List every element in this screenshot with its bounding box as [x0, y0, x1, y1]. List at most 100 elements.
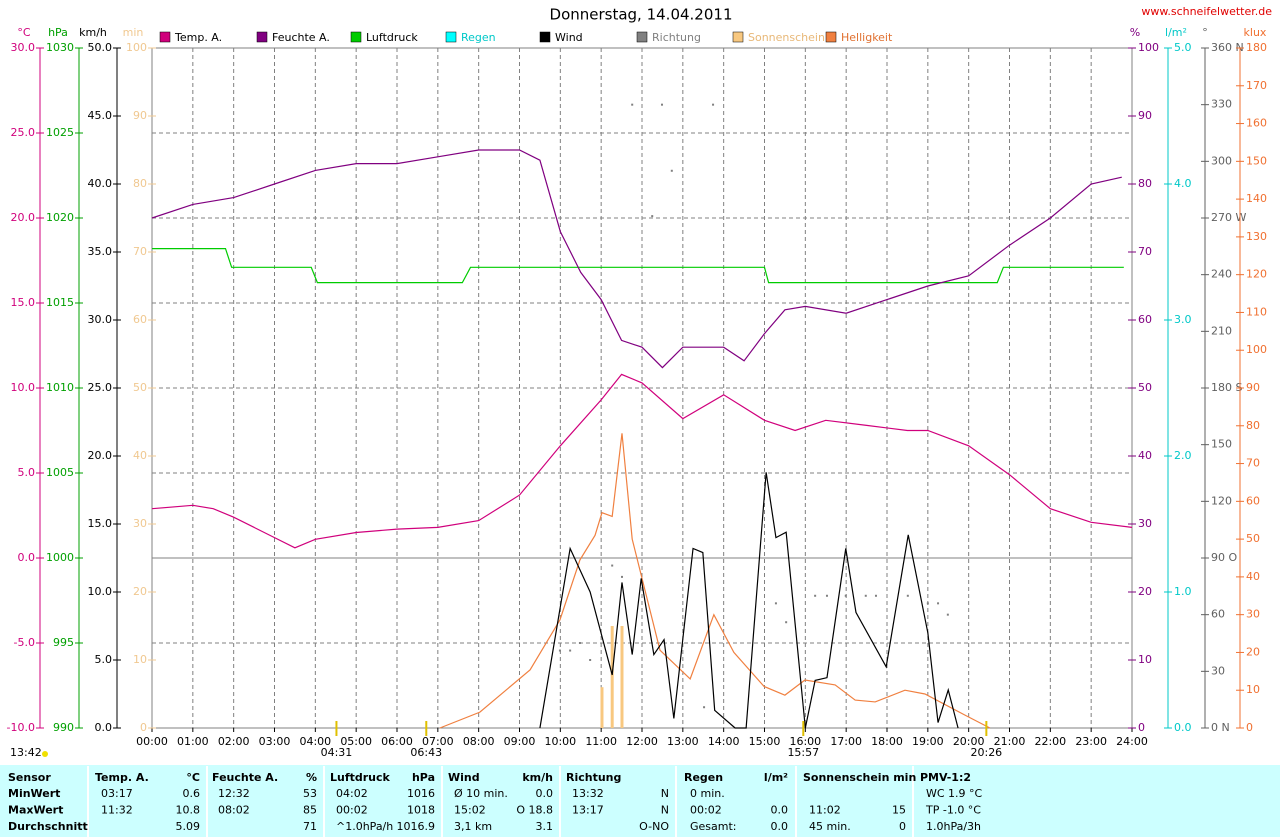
bar: [600, 687, 604, 728]
x-tick-label: 18:00: [871, 735, 903, 748]
event-label: 06:43: [410, 746, 442, 759]
axis-tick-label: 20: [133, 585, 147, 598]
table-cell: 15:02: [454, 804, 486, 817]
legend-label: Regen: [461, 31, 496, 44]
table-cell: 15: [892, 804, 906, 817]
axis-tick-label: 3.0: [1174, 313, 1192, 326]
series-line: [151, 373, 1133, 549]
legend-swatch: [256, 31, 268, 43]
event-label: 04:31: [321, 746, 353, 759]
axis-tick-label: 1025: [46, 126, 74, 139]
table-header: Feuchte A.: [212, 771, 278, 784]
table-cell: 0.6: [183, 787, 201, 800]
direction-dot: [611, 564, 614, 567]
table-cell: 3.1: [536, 820, 554, 833]
table-unit: hPa: [412, 771, 435, 784]
axis-tick-label: 15.0: [11, 296, 36, 309]
axis-tick-label: 90: [1138, 109, 1152, 122]
axis-tick-label: 90: [133, 109, 147, 122]
table-cell: O 18.8: [516, 804, 553, 817]
axis-tick-label: 270 W: [1211, 211, 1246, 224]
direction-dot: [844, 594, 847, 597]
axis-tick-label: 30.0: [11, 41, 36, 54]
table-cell: 13:32: [572, 787, 604, 800]
x-tick-label: 07:00: [422, 735, 454, 748]
axis-tick-label: 170: [1246, 79, 1267, 92]
axis-tick-label: 240: [1211, 268, 1232, 281]
direction-dot: [631, 103, 634, 106]
direction-dot: [712, 103, 715, 106]
x-tick-label: 17:00: [830, 735, 862, 748]
x-tick-label: 03:00: [259, 735, 291, 748]
axis-tick-label: 35.0: [88, 245, 113, 258]
axis-tick-label: 80: [1138, 177, 1152, 190]
axis-tick-label: 30: [1211, 664, 1225, 677]
axis-tick-label: 140: [1246, 192, 1267, 205]
table-header: Sensor: [8, 771, 51, 784]
axis-tick-label: 360 N: [1211, 41, 1244, 54]
axis-tick-label: 80: [133, 177, 147, 190]
legend-swatch: [539, 31, 551, 43]
axis-tick-label: 10: [1246, 683, 1260, 696]
x-tick-label: 09:00: [504, 735, 536, 748]
legend-swatch: [445, 31, 457, 43]
axis-tick-label: 80: [1246, 419, 1260, 432]
legend-label: Sonnenschein: [748, 31, 825, 44]
axis-tick-label: 20: [1246, 645, 1260, 658]
axis-tick-label: 60: [133, 313, 147, 326]
legend-swatch: [159, 31, 171, 43]
axis-unit: l/m²: [1165, 26, 1187, 39]
x-tick-label: 20:00: [953, 735, 985, 748]
axis-tick-label: 25.0: [88, 381, 113, 394]
table-cell: Gesamt:: [690, 820, 737, 833]
axis-tick-label: 10: [133, 653, 147, 666]
direction-dot: [946, 613, 949, 616]
table-cell: 1.0hPa/3h: [926, 820, 981, 833]
axis-tick-label: 5.0: [1174, 41, 1192, 54]
axis-tick-label: 0.0: [95, 721, 113, 734]
x-tick-label: 11:00: [585, 735, 617, 748]
table-header: Sonnenschein min: [803, 771, 916, 784]
axis-tick-label: 110: [1246, 305, 1267, 318]
direction-dot: [864, 594, 867, 597]
table-cell: 0.0: [771, 820, 789, 833]
axis-tick-label: 40.0: [88, 177, 113, 190]
direction-dot: [774, 602, 777, 605]
axis-tick-label: 1000: [46, 551, 74, 564]
legend-swatch: [732, 31, 744, 43]
table-cell: 0.0: [536, 787, 554, 800]
legend-label: Helligkeit: [841, 31, 893, 44]
axis-tick-label: 120: [1246, 268, 1267, 281]
axis-tick-label: 180 S: [1211, 381, 1242, 394]
x-tick-label: 15:00: [749, 735, 781, 748]
axis-tick-label: 40: [1138, 449, 1152, 462]
table-unit: %: [306, 771, 317, 784]
legend-label: Luftdruck: [366, 31, 418, 44]
site-label: www.schneifelwetter.de: [1141, 5, 1272, 18]
table-header: Regen: [684, 771, 723, 784]
legend-swatch: [636, 31, 648, 43]
axis-tick-label: 1030: [46, 41, 74, 54]
axis-tick-label: 0: [1246, 721, 1253, 734]
direction-dot: [670, 169, 673, 172]
axis-tick-label: 2.0: [1174, 449, 1192, 462]
axis-tick-label: 30.0: [88, 313, 113, 326]
axis-tick-label: 0: [140, 721, 147, 734]
table-cell: 85: [303, 804, 317, 817]
sun-icon: [42, 751, 48, 757]
axis-unit: klux: [1244, 26, 1267, 39]
table-cell: 0.0: [771, 804, 789, 817]
table-cell: 3,1 km: [454, 820, 492, 833]
series-line: [539, 472, 959, 729]
axis-tick-label: 1015: [46, 296, 74, 309]
axis-tick-label: 70: [133, 245, 147, 258]
table-cell: 08:02: [218, 804, 250, 817]
table-cell: 71: [303, 820, 317, 833]
axis-tick-label: 30: [1138, 517, 1152, 530]
x-tick-label: 05:00: [340, 735, 372, 748]
x-tick-label: 02:00: [218, 735, 250, 748]
event-label: 15:57: [787, 746, 819, 759]
direction-dot: [651, 215, 654, 218]
legend-label: Wind: [555, 31, 583, 44]
